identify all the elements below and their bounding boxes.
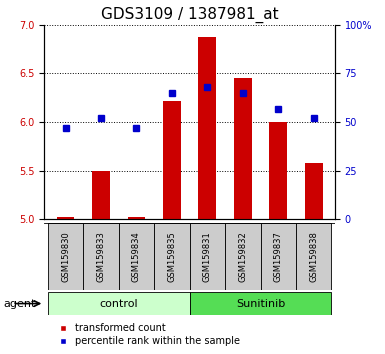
Text: GSM159833: GSM159833 bbox=[97, 231, 105, 282]
Text: GSM159835: GSM159835 bbox=[167, 231, 176, 282]
Bar bbox=[190, 292, 331, 315]
Bar bbox=[57, 217, 74, 219]
Text: GSM159834: GSM159834 bbox=[132, 231, 141, 282]
Bar bbox=[270, 122, 287, 219]
Bar bbox=[296, 223, 331, 290]
Text: Sunitinib: Sunitinib bbox=[236, 298, 285, 309]
Bar bbox=[83, 223, 119, 290]
Bar bbox=[234, 78, 252, 219]
Text: GSM159837: GSM159837 bbox=[274, 231, 283, 282]
Bar bbox=[163, 101, 181, 219]
Text: GSM159838: GSM159838 bbox=[309, 231, 318, 282]
Text: agent: agent bbox=[4, 298, 36, 309]
Text: GSM159832: GSM159832 bbox=[238, 231, 247, 282]
Bar bbox=[305, 163, 323, 219]
Bar bbox=[127, 217, 145, 219]
Bar bbox=[199, 38, 216, 219]
Bar bbox=[48, 223, 83, 290]
Bar bbox=[119, 223, 154, 290]
Text: GSM159830: GSM159830 bbox=[61, 231, 70, 282]
Title: GDS3109 / 1387981_at: GDS3109 / 1387981_at bbox=[101, 7, 278, 23]
Legend: transformed count, percentile rank within the sample: transformed count, percentile rank withi… bbox=[49, 319, 244, 350]
Bar bbox=[92, 171, 110, 219]
Bar bbox=[48, 292, 190, 315]
Text: GSM159831: GSM159831 bbox=[203, 231, 212, 282]
Bar bbox=[261, 223, 296, 290]
Bar bbox=[225, 223, 261, 290]
Bar bbox=[154, 223, 190, 290]
Text: control: control bbox=[99, 298, 138, 309]
Bar bbox=[190, 223, 225, 290]
